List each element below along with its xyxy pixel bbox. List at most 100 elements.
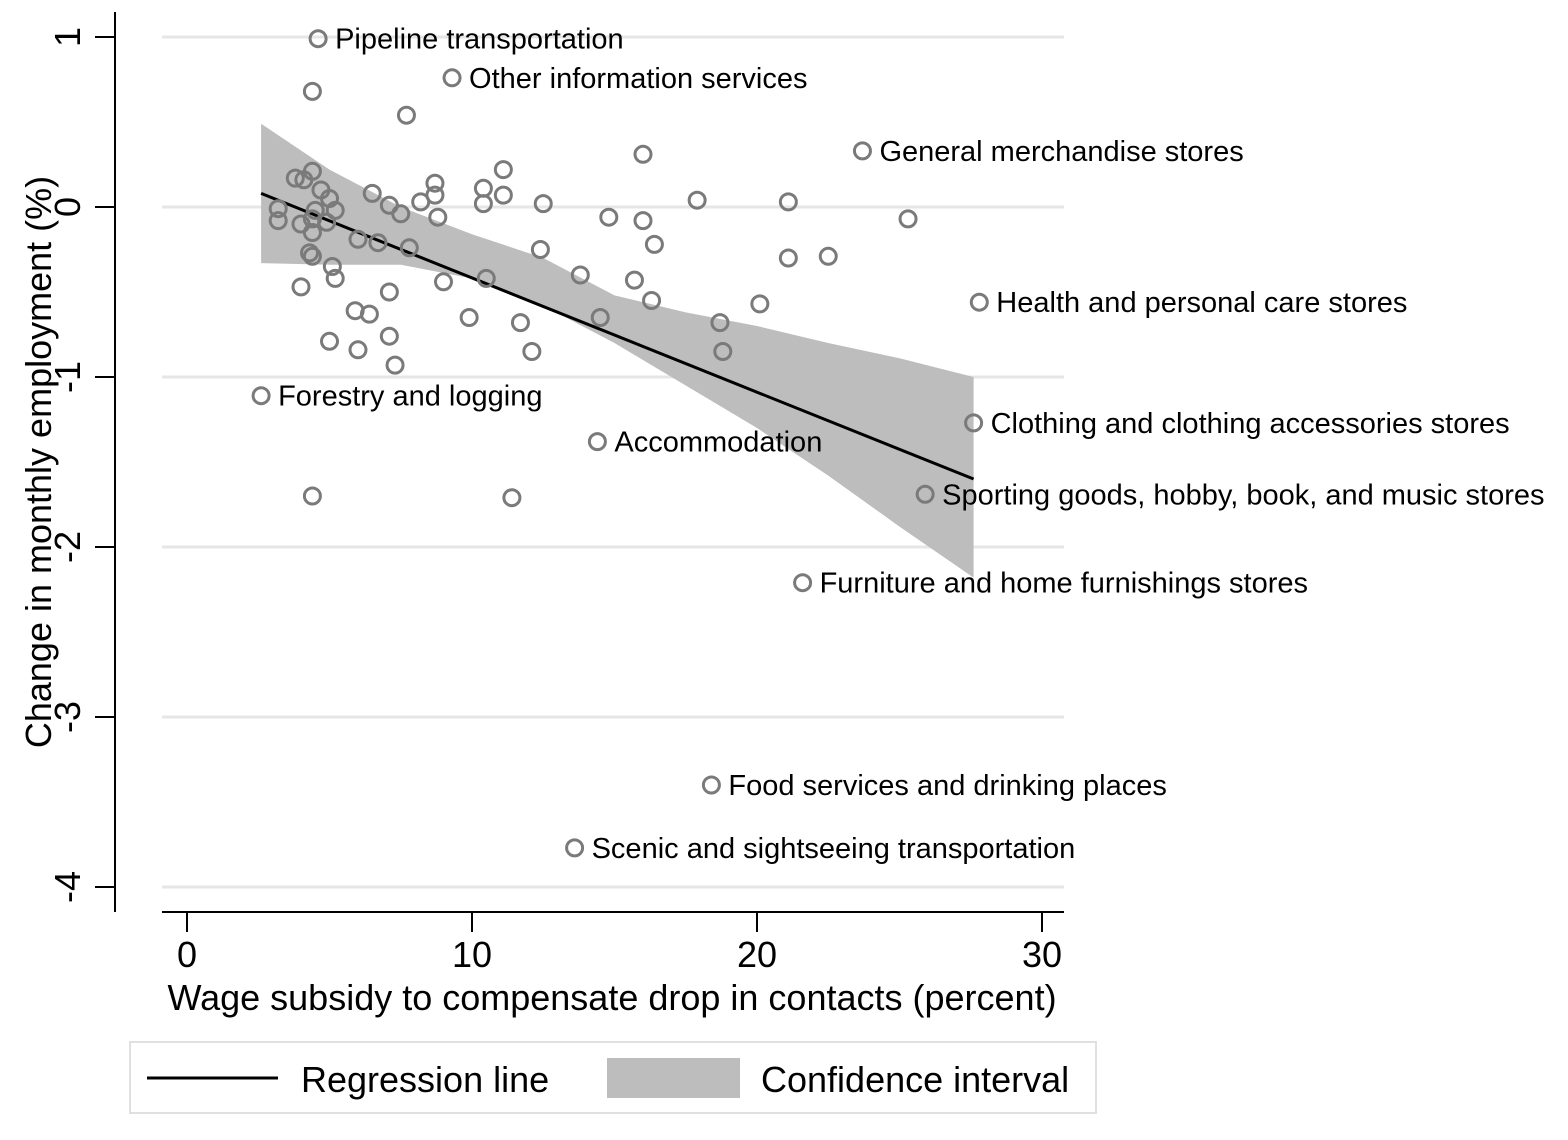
data-point: [818, 246, 838, 266]
data-point: [624, 270, 644, 290]
legend-confidence-swatch: [607, 1058, 740, 1098]
data-point: [391, 204, 411, 224]
data-point: [522, 342, 542, 361]
data-point: [565, 838, 585, 858]
data-point: [710, 313, 730, 333]
data-point: [308, 29, 328, 49]
data-point: [302, 246, 322, 266]
regression-line-layer: [260, 192, 975, 481]
data-point: [294, 170, 314, 190]
data-point: [385, 355, 405, 375]
y-tick-label: -4: [47, 871, 88, 903]
x-tick-label: 10: [452, 934, 492, 975]
data-point: [379, 282, 399, 302]
legend-regression-label: Regression line: [301, 1059, 549, 1100]
data-point: [502, 488, 522, 508]
y-tick-label: -2: [47, 531, 88, 563]
data-point: [291, 277, 311, 297]
legend-confidence-label: Confidence interval: [761, 1059, 1069, 1100]
y-axis-title: Change in monthly employment (%): [18, 176, 59, 748]
data-point: [590, 308, 610, 327]
data-point: [425, 173, 445, 193]
data-point: [599, 207, 619, 227]
data-point: [348, 229, 368, 249]
data-point: [434, 272, 453, 292]
data-point: [473, 178, 493, 198]
point-label: Sporting goods, hobby, book, and music s…: [942, 479, 1544, 511]
data-point: [510, 313, 530, 333]
data-point: [633, 211, 653, 231]
data-point: [533, 194, 553, 214]
data-point: [793, 573, 813, 593]
data-point: [570, 265, 590, 285]
data-point: [322, 257, 342, 276]
y-tick-label: 1: [47, 27, 88, 47]
legend: Regression line Confidence interval: [129, 1041, 1097, 1114]
data-point: [493, 160, 513, 180]
data-points: [251, 29, 989, 858]
regression-line: [260, 192, 975, 481]
x-tick-label: 0: [177, 934, 197, 975]
point-label: Other information services: [469, 63, 807, 95]
y-tick-label: 0: [47, 197, 88, 217]
point-label: Furniture and home furnishings stores: [820, 568, 1308, 600]
data-point: [268, 199, 288, 219]
data-point: [305, 200, 325, 220]
data-point: [348, 340, 368, 360]
data-point: [251, 386, 271, 406]
data-point: [644, 234, 664, 254]
point-label: Scenic and sightseeing transportation: [592, 833, 1076, 865]
data-point: [268, 211, 288, 231]
data-point: [530, 240, 550, 259]
data-point: [379, 326, 399, 346]
data-point: [411, 192, 431, 212]
data-point: [320, 331, 339, 351]
data-point: [642, 291, 662, 310]
point-label: Health and personal care stores: [996, 287, 1407, 319]
data-point: [476, 268, 496, 288]
data-point: [317, 212, 337, 232]
data-point: [964, 413, 984, 433]
point-label: Clothing and clothing accessories stores: [991, 408, 1510, 440]
data-point: [368, 233, 388, 253]
x-tick-label: 20: [737, 934, 777, 975]
data-point: [969, 292, 989, 312]
data-point: [778, 248, 798, 268]
point-label: Food services and drinking places: [728, 770, 1166, 802]
data-point: [302, 223, 322, 242]
data-point: [687, 190, 707, 210]
data-point: [442, 68, 462, 88]
data-point: [750, 294, 770, 314]
data-point: [396, 105, 416, 125]
data-point: [302, 486, 322, 506]
data-point: [473, 194, 493, 214]
confidence-band: [261, 123, 974, 578]
point-label: Pipeline transportation: [335, 24, 624, 56]
point-label: Accommodation: [614, 427, 822, 459]
confidence-band-layer: [261, 123, 974, 578]
data-point: [399, 238, 419, 258]
y-tick-label: -1: [47, 361, 88, 393]
x-axis-title: Wage subsidy to compensate drop in conta…: [167, 977, 1056, 1018]
data-point: [915, 484, 935, 504]
data-point: [633, 144, 653, 164]
data-point: [778, 192, 798, 212]
data-point: [285, 168, 305, 188]
data-point: [359, 304, 379, 324]
data-point: [898, 209, 918, 229]
x-tick-label: 30: [1022, 934, 1062, 975]
data-point: [701, 775, 721, 795]
point-label: Forestry and logging: [278, 381, 542, 413]
y-tick-label: -3: [47, 701, 88, 733]
data-point: [493, 185, 513, 205]
data-point: [428, 207, 448, 227]
data-point: [587, 432, 607, 452]
point-labels: Pipeline transportation Other information…: [278, 24, 1544, 865]
data-point: [325, 268, 345, 288]
data-point: [852, 141, 872, 161]
data-point: [362, 183, 382, 203]
data-point: [300, 243, 320, 263]
data-point: [713, 342, 733, 361]
